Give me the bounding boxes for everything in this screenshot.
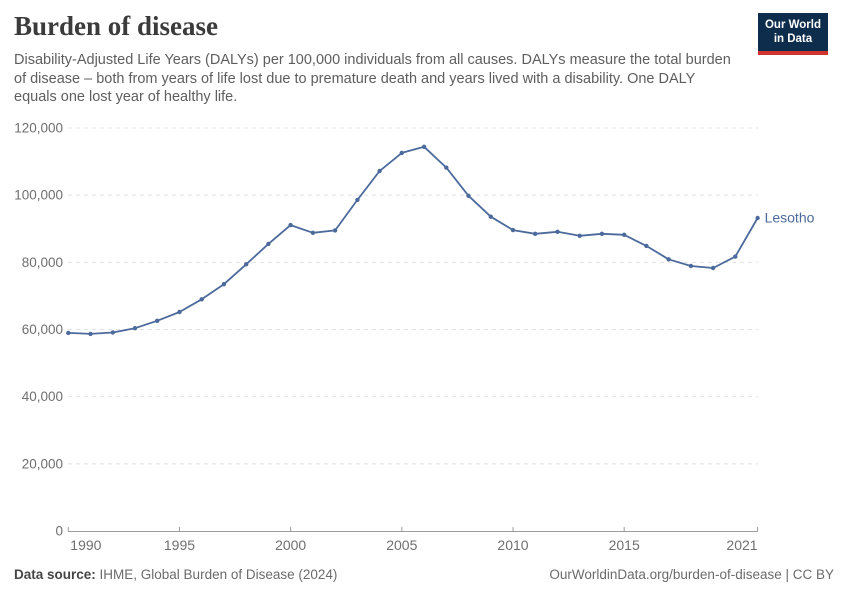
- data-point-marker[interactable]: [510, 227, 516, 233]
- data-point-marker[interactable]: [488, 214, 493, 219]
- data-source-label: Data source:: [14, 567, 96, 582]
- x-axis-tick-label: 1990: [70, 537, 101, 553]
- data-point-marker[interactable]: [266, 241, 271, 247]
- data-point-marker[interactable]: [688, 263, 694, 269]
- x-axis-tick-label: 2010: [497, 537, 528, 553]
- data-point-marker[interactable]: [221, 282, 227, 287]
- owid-logo-line1: Our World: [764, 19, 821, 31]
- x-axis-tick-label: 2021: [726, 537, 757, 553]
- data-point-marker[interactable]: [622, 232, 627, 237]
- data-point-marker[interactable]: [310, 230, 316, 235]
- y-axis-tick-label: 40,000: [22, 389, 63, 404]
- x-axis-tick-label: 2015: [609, 537, 640, 553]
- y-axis-tick-label: 20,000: [22, 456, 63, 471]
- data-point-marker[interactable]: [132, 326, 138, 331]
- data-point-marker[interactable]: [466, 193, 471, 198]
- data-point-marker[interactable]: [599, 231, 605, 236]
- data-point-marker[interactable]: [66, 330, 71, 336]
- data-series-line[interactable]: [67, 145, 759, 335]
- data-source-note: Data source: IHME, Global Burden of Dise…: [14, 567, 337, 582]
- data-point-marker[interactable]: [199, 297, 204, 302]
- data-point-marker[interactable]: [332, 228, 338, 233]
- data-point-marker[interactable]: [355, 197, 360, 203]
- data-point-marker[interactable]: [644, 243, 649, 249]
- data-point-marker[interactable]: [110, 330, 116, 335]
- data-point-marker[interactable]: [88, 331, 93, 337]
- data-point-marker[interactable]: [377, 168, 382, 174]
- data-point-marker[interactable]: [555, 229, 560, 234]
- data-point-marker[interactable]: [288, 222, 293, 228]
- y-axis-tick-label: 80,000: [22, 255, 63, 270]
- page-title: Burden of disease: [14, 11, 219, 41]
- data-point-marker[interactable]: [421, 144, 427, 149]
- data-point-marker[interactable]: [399, 150, 404, 156]
- x-axis-tick-label: 2005: [386, 537, 417, 553]
- data-source-value: IHME, Global Burden of Disease (2024): [95, 567, 338, 582]
- x-axis-tick-label: 1995: [164, 537, 195, 553]
- data-point-marker[interactable]: [533, 231, 538, 236]
- y-axis-tick-label: 120,000: [14, 121, 63, 136]
- data-point-marker[interactable]: [155, 318, 160, 323]
- data-point-marker[interactable]: [755, 215, 760, 221]
- data-point-marker[interactable]: [710, 265, 716, 271]
- data-point-marker[interactable]: [577, 233, 582, 238]
- owid-logo[interactable]: Our World in Data: [757, 13, 828, 55]
- y-axis-tick-label: 0: [55, 524, 63, 539]
- data-point-marker[interactable]: [177, 309, 182, 315]
- series-entity-label[interactable]: Lesotho: [765, 210, 815, 226]
- data-series-lesotho[interactable]: Lesotho: [66, 144, 815, 337]
- chart-subtitle: Disability-Adjusted Life Years (DALYs) p…: [14, 52, 731, 105]
- data-point-marker[interactable]: [244, 262, 249, 267]
- x-axis-tick-label: 2000: [275, 537, 306, 553]
- data-point-marker[interactable]: [444, 165, 449, 170]
- credit-link[interactable]: OurWorldinData.org/burden-of-disease | C…: [549, 567, 834, 582]
- y-axis-tick-label: 60,000: [22, 322, 63, 337]
- data-point-marker[interactable]: [666, 257, 671, 262]
- y-axis-tick-label: 100,000: [14, 188, 63, 203]
- owid-logo-line2: in Data: [773, 32, 813, 45]
- data-point-marker[interactable]: [733, 254, 738, 259]
